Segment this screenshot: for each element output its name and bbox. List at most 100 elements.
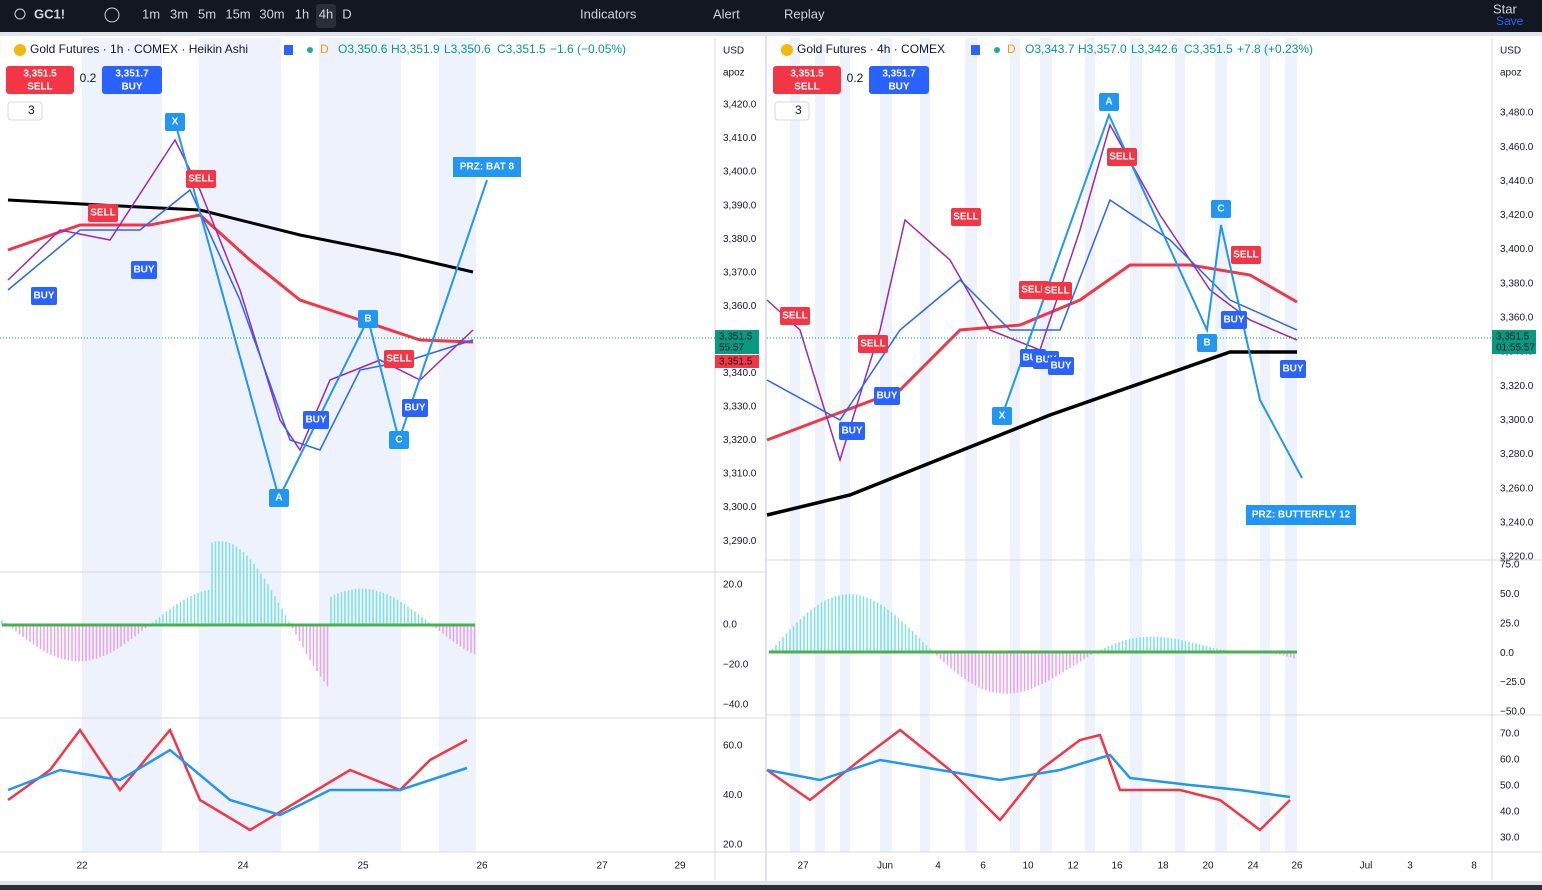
save[interactable]: Save [1496,14,1524,28]
time-label: 26 [476,861,488,872]
buy-signal-box [874,387,900,405]
price-tick: 3,320.0 [723,435,757,446]
time-label: 4 [935,861,941,872]
buy-price: 3,351.7 [882,69,916,80]
session-band [815,38,825,852]
replay[interactable]: Replay [784,6,825,21]
pattern-point: C [1217,204,1224,215]
pattern-point: X [172,117,179,128]
interval[interactable]: 15m [225,6,250,21]
price-tick: 3,300.0 [1500,415,1534,426]
buy-signal: BUY [1035,355,1056,366]
interval[interactable]: 4h [319,6,333,21]
buy-text: BUY [888,82,909,93]
price-tick: 3,340.0 [723,368,757,379]
price-tick: 3,370.0 [723,267,757,278]
buy-signal: BUY [404,403,425,414]
collapse-box[interactable] [7,101,43,121]
buy-signal: BUY [305,415,326,426]
interval[interactable]: 3m [170,6,188,21]
sell-signal-box [384,350,414,368]
countdown: 55:57 [719,343,744,354]
sell-signal-box [951,208,981,226]
pattern-point-box [1211,200,1231,218]
session-band [880,38,892,852]
buy-button[interactable] [102,66,162,94]
star[interactable]: Star [1493,1,1518,16]
status-dot [994,47,1000,53]
currency[interactable]: USD [1500,46,1521,57]
price-tick: 3,240.0 [1500,517,1534,528]
pattern-point: A [275,493,282,504]
ohlc: O3,350.6 [338,42,388,56]
indicator-line [766,263,1298,442]
sell-signal: SELL [1233,250,1259,261]
indicator-line [7,198,474,274]
collapse-box[interactable] [774,101,810,121]
interval[interactable]: 1h [295,6,309,21]
indicators[interactable]: Indicators [580,6,637,21]
gold-icon [14,44,26,56]
osc-tick: −40.0 [723,700,749,711]
interval[interactable]: 1m [142,6,160,21]
buy-signal: BUY [133,265,154,276]
buy-button[interactable] [869,66,929,94]
indicator-line [1001,112,1303,479]
alert[interactable]: Alert [713,6,740,21]
time-label: 20 [1202,861,1214,872]
sell-signal-box [858,335,888,353]
sell-signal: SELL [782,311,808,322]
symbol[interactable]: GC1! [34,6,65,21]
session-band [199,38,281,852]
price-tick: 3,440.0 [1500,176,1534,187]
indicator-line [766,728,1291,832]
sell-button[interactable] [773,66,841,94]
delay-flag: D [320,42,329,56]
buy-signal: BUY [1282,364,1303,375]
spread: 0.2 [80,71,97,85]
ohlc: L3,350.6 [444,42,491,56]
price-tick: 3,290.0 [723,536,757,547]
rsi-tick: 50.0 [1500,781,1520,792]
indicator-line [7,213,474,344]
pattern-point: C [395,435,402,446]
buy-signal: BUY [841,426,862,437]
session-band [1285,38,1297,852]
pattern-point: X [999,411,1006,422]
rsi-tick: 40.0 [723,790,743,801]
toolbar [0,0,1542,32]
rsi-tick: 30.0 [1500,833,1520,844]
status-dot [307,47,313,53]
price-tick: 3,420.0 [723,100,757,111]
scale-mode[interactable]: apoz [1500,68,1522,79]
time-label: 18 [1157,861,1169,872]
gold-icon [781,44,793,56]
buy-signal-box [303,411,329,429]
price-tick: 3,400.0 [723,167,757,178]
time-label: 24 [1247,861,1259,872]
price-tick: 3,410.0 [723,133,757,144]
interval[interactable]: D [342,6,351,21]
search-icon[interactable] [14,8,26,20]
currency[interactable]: USD [723,46,744,57]
sell-text: SELL [27,82,53,93]
sell-signal: SELL [1044,286,1070,297]
pattern-point-box [389,431,409,449]
price-tick: 3,480.0 [1500,108,1534,119]
price-tick: 3,400.0 [1500,244,1534,255]
price-tick: 3,390.0 [723,200,757,211]
sell-signal-box [88,204,118,222]
panel [767,36,1542,881]
buy-signal-box [1221,311,1247,329]
sell-button[interactable] [6,66,74,94]
ohlc: H3,351.9 [391,42,440,56]
buy-signal-box [1048,357,1074,375]
interval[interactable]: 30m [259,6,284,21]
price-tick: 3,420.0 [1500,210,1534,221]
scale-mode[interactable]: apoz [723,68,745,79]
add-icon[interactable] [104,7,120,23]
interval[interactable]: 5m [198,6,216,21]
buy-signal-box [31,287,57,305]
